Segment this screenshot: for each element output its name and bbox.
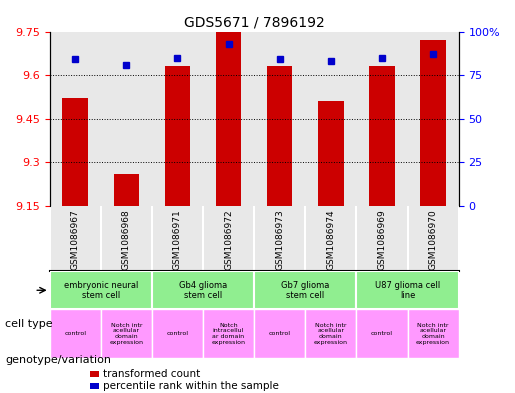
Text: GSM1086974: GSM1086974	[327, 209, 335, 270]
FancyBboxPatch shape	[49, 271, 152, 309]
Text: transformed count: transformed count	[103, 369, 200, 379]
FancyBboxPatch shape	[152, 309, 203, 358]
Text: percentile rank within the sample: percentile rank within the sample	[103, 381, 279, 391]
FancyBboxPatch shape	[203, 309, 254, 358]
Text: embryonic neural
stem cell: embryonic neural stem cell	[63, 281, 138, 300]
Text: Notch intr
acellular
domain
expression: Notch intr acellular domain expression	[109, 323, 143, 345]
Text: control: control	[371, 331, 393, 336]
Bar	[369, 66, 394, 206]
Bar	[318, 101, 344, 206]
Bar	[165, 66, 190, 206]
FancyBboxPatch shape	[407, 309, 459, 358]
FancyBboxPatch shape	[49, 309, 101, 358]
Text: Gb7 glioma
stem cell: Gb7 glioma stem cell	[281, 281, 330, 300]
Text: GSM1086973: GSM1086973	[275, 209, 284, 270]
FancyBboxPatch shape	[254, 309, 305, 358]
Text: GSM1086969: GSM1086969	[377, 209, 386, 270]
Title: GDS5671 / 7896192: GDS5671 / 7896192	[184, 15, 324, 29]
Text: GSM1086968: GSM1086968	[122, 209, 131, 270]
Text: GSM1086970: GSM1086970	[428, 209, 438, 270]
Text: GSM1086971: GSM1086971	[173, 209, 182, 270]
Text: control: control	[64, 331, 86, 336]
Text: cell type: cell type	[5, 319, 53, 329]
Bar	[62, 98, 88, 206]
FancyBboxPatch shape	[356, 271, 459, 309]
Bar	[113, 174, 139, 206]
Text: genotype/variation: genotype/variation	[5, 354, 111, 365]
Text: GSM1086972: GSM1086972	[224, 209, 233, 270]
Bar	[267, 66, 293, 206]
FancyBboxPatch shape	[356, 309, 407, 358]
FancyBboxPatch shape	[101, 309, 152, 358]
Text: GSM1086967: GSM1086967	[71, 209, 80, 270]
Text: control: control	[269, 331, 290, 336]
Text: Notch intr
acellular
domain
expression: Notch intr acellular domain expression	[314, 323, 348, 345]
FancyBboxPatch shape	[254, 271, 356, 309]
Text: Notch
intracellul
ar domain
expression: Notch intracellul ar domain expression	[212, 323, 246, 345]
Text: control: control	[166, 331, 188, 336]
Bar	[420, 40, 446, 206]
FancyBboxPatch shape	[152, 271, 254, 309]
Bar	[216, 31, 242, 206]
Text: Gb4 glioma
stem cell: Gb4 glioma stem cell	[179, 281, 227, 300]
FancyBboxPatch shape	[305, 309, 356, 358]
Text: U87 glioma cell
line: U87 glioma cell line	[375, 281, 440, 300]
Text: Notch intr
acellular
domain
expression: Notch intr acellular domain expression	[416, 323, 450, 345]
